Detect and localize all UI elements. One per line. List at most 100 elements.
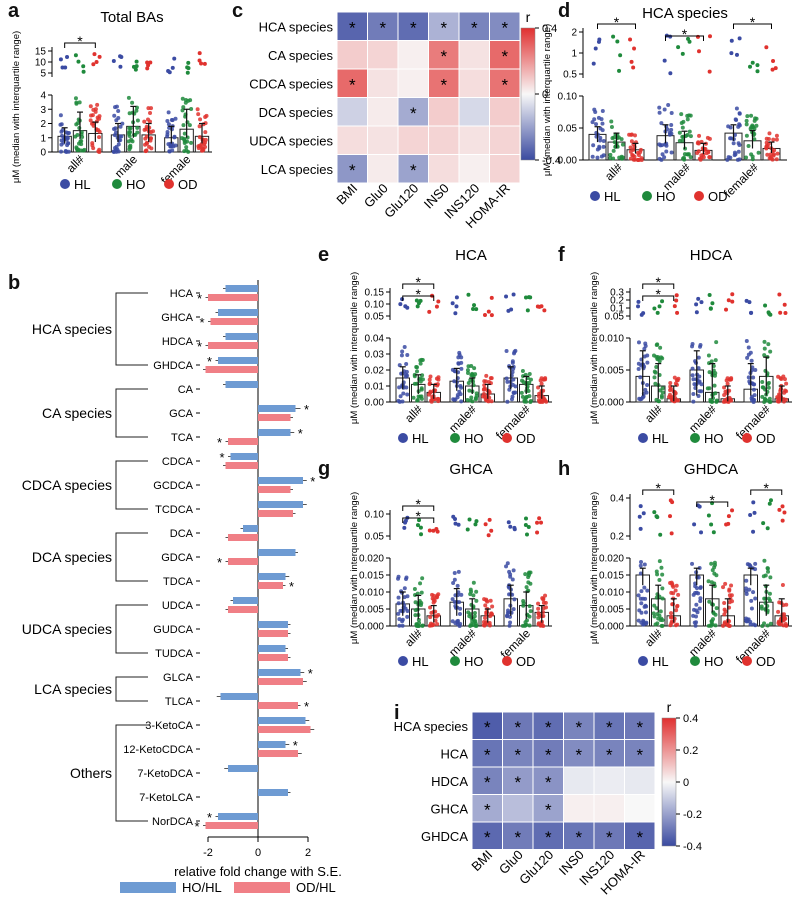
data-point xyxy=(660,596,665,601)
data-point xyxy=(484,373,489,378)
outlier-point xyxy=(542,308,547,313)
heat-cell xyxy=(624,739,656,768)
significance-star: * xyxy=(310,474,315,489)
heat-cell xyxy=(502,711,534,740)
data-point xyxy=(149,130,154,135)
data-point xyxy=(721,585,726,590)
data-point xyxy=(645,360,650,365)
data-point xyxy=(727,395,732,400)
data-point xyxy=(671,584,676,589)
heat-cell xyxy=(397,11,429,41)
bar-OD/HL xyxy=(225,462,258,469)
data-point xyxy=(510,577,515,582)
data-point xyxy=(66,130,71,135)
data-point xyxy=(784,381,789,386)
data-point xyxy=(88,118,93,123)
data-point xyxy=(722,600,727,605)
data-point xyxy=(762,339,767,344)
significance-bracket xyxy=(665,35,704,41)
bar-HO/HL xyxy=(218,813,258,820)
data-point xyxy=(600,121,605,126)
data-point xyxy=(753,561,758,566)
data-point xyxy=(413,613,418,618)
data-point xyxy=(771,137,776,142)
data-point xyxy=(712,383,717,388)
y-tick-label: 0.005 xyxy=(599,366,624,377)
outlier-point xyxy=(471,306,476,311)
outlier-point xyxy=(780,518,785,523)
legend-label: OD xyxy=(178,177,198,192)
data-point xyxy=(732,153,737,158)
data-point xyxy=(763,397,768,402)
heat-cell xyxy=(458,40,490,70)
outlier-point xyxy=(473,522,478,527)
significance-bracket xyxy=(402,295,435,301)
data-point xyxy=(135,125,140,130)
row-label: HCA xyxy=(441,746,469,761)
data-point xyxy=(488,376,493,381)
data-point xyxy=(465,368,470,373)
outlier-point xyxy=(629,59,634,64)
data-point xyxy=(630,152,635,157)
bar-HO/HL xyxy=(258,501,303,508)
data-point xyxy=(594,122,599,127)
legend-label: HO xyxy=(704,431,724,446)
data-point xyxy=(671,591,676,596)
data-point xyxy=(183,98,188,103)
y-tick-label: 0.10 xyxy=(365,510,385,521)
data-point xyxy=(696,140,701,145)
significance-bracket xyxy=(402,517,435,523)
data-point xyxy=(592,107,597,112)
data-point xyxy=(471,593,476,598)
outlier-point xyxy=(197,51,202,56)
significance-star: * xyxy=(349,161,356,180)
outlier-point xyxy=(402,525,407,530)
data-point xyxy=(398,394,403,399)
y-tick-label: 0.020 xyxy=(599,554,624,565)
outlier-point xyxy=(658,532,663,537)
outlier-point xyxy=(427,528,432,533)
outlier-point xyxy=(508,524,513,529)
row-label: UDCA species xyxy=(249,133,333,148)
outlier-point xyxy=(398,302,403,307)
data-point xyxy=(97,116,102,121)
data-point xyxy=(400,349,405,354)
bar-OD/HL xyxy=(258,702,298,709)
outlier-point xyxy=(652,306,657,311)
data-point xyxy=(507,592,512,597)
data-point xyxy=(639,589,644,594)
data-point xyxy=(528,609,533,614)
heat-cell xyxy=(593,766,625,795)
y-tick-label: 0.10 xyxy=(365,300,385,311)
data-point xyxy=(713,623,718,628)
category-label: 3-KetoCA xyxy=(145,720,193,732)
outlier-point xyxy=(767,501,772,506)
outlier-point xyxy=(617,68,622,73)
significance-star: * xyxy=(484,718,491,737)
data-point xyxy=(428,605,433,610)
data-point xyxy=(668,386,673,391)
data-point xyxy=(146,106,151,111)
outlier-point xyxy=(657,304,662,309)
outlier-point xyxy=(777,507,782,512)
legend-marker-HO xyxy=(450,433,460,443)
heat-cell xyxy=(532,739,564,768)
data-point xyxy=(657,578,662,583)
outlier-point xyxy=(697,49,702,54)
data-point xyxy=(400,617,405,622)
data-point xyxy=(654,343,659,348)
legend-marker-HO xyxy=(690,433,700,443)
bar-HO/HL xyxy=(230,453,258,460)
data-point xyxy=(197,124,202,129)
data-point xyxy=(474,598,479,603)
data-point xyxy=(404,577,409,582)
outlier-point xyxy=(118,54,123,59)
data-point xyxy=(435,382,440,387)
data-point xyxy=(763,600,768,605)
significance-star: * xyxy=(656,286,662,302)
y-tick-label: 0.04 xyxy=(365,334,385,345)
data-point xyxy=(505,379,510,384)
bar-HO/HL xyxy=(218,309,258,316)
outlier-point xyxy=(675,310,680,315)
heat-cell xyxy=(458,68,490,98)
